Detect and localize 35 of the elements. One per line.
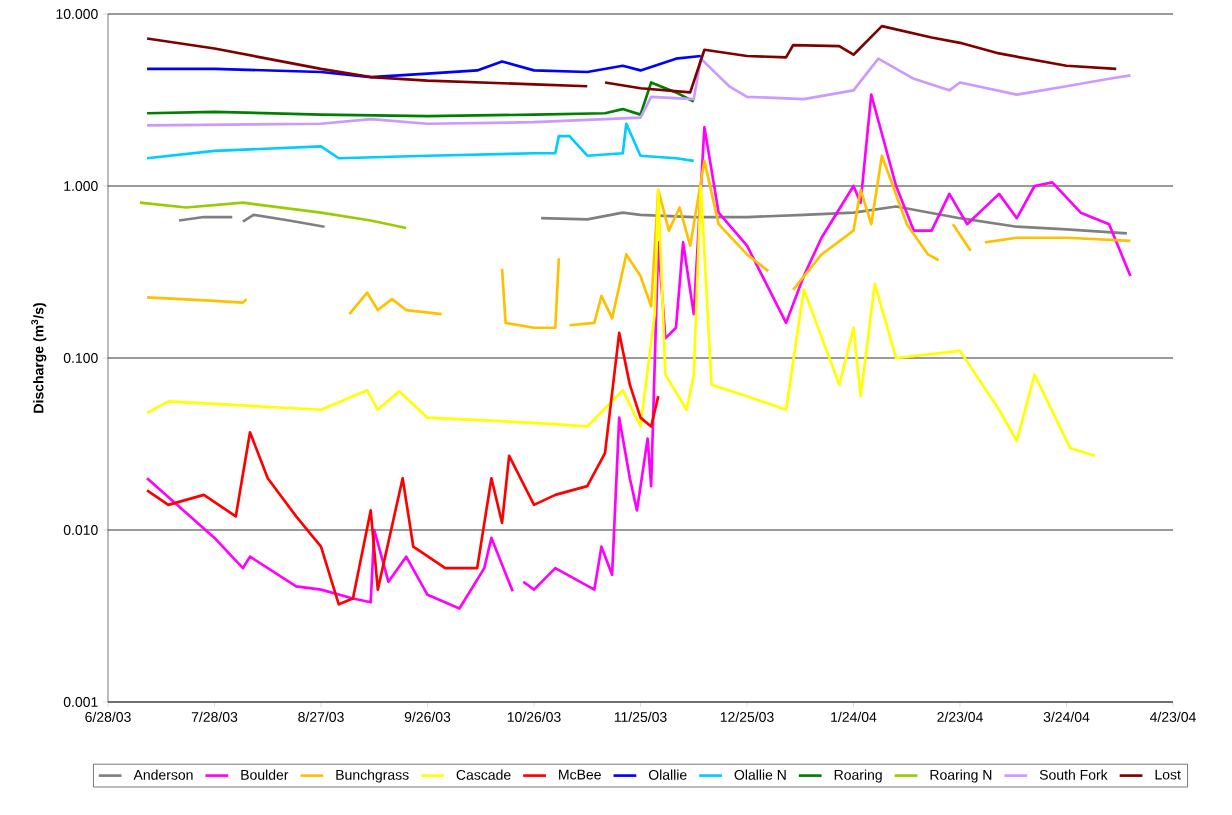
legend-label: McBee xyxy=(559,769,601,780)
legend-label: Lost xyxy=(1155,769,1181,780)
x-tick-label: 6/28/03 xyxy=(85,711,131,723)
legend-label: Boulder xyxy=(241,769,289,780)
legend-label: South Fork xyxy=(1039,769,1108,780)
line-series xyxy=(145,122,696,163)
x-tick-label: 8/27/03 xyxy=(298,711,344,723)
line-series xyxy=(145,331,660,606)
legend-label: Bunchgrass xyxy=(336,769,409,783)
line-series xyxy=(145,57,1132,127)
x-tick-label: 9/26/03 xyxy=(404,711,451,723)
x-tick-label: 2/23/04 xyxy=(937,711,983,723)
legend-label: Olallie N xyxy=(734,769,786,780)
line-series xyxy=(145,184,1097,458)
y-tick-label: 0.001 xyxy=(63,697,98,707)
y-axis-title: Discharge (m$^{3}$/s) xyxy=(31,303,47,413)
legend-label: Anderson xyxy=(133,769,193,780)
legend-label: Roaring xyxy=(834,769,882,783)
x-tick-label: 1/24/04 xyxy=(831,711,877,723)
x-tick-label: 12/25/03 xyxy=(720,711,774,723)
y-tick-label: 10.000 xyxy=(56,9,98,19)
legend-label: Cascade xyxy=(456,769,511,780)
x-tick-label: 11/25/03 xyxy=(614,711,667,723)
legend-label: Olallie xyxy=(648,769,687,780)
y-tick-label: 1.000 xyxy=(64,181,98,191)
line-series xyxy=(138,201,408,230)
x-tick-label: 7/28/03 xyxy=(191,711,238,723)
x-tick-label: 10/26/03 xyxy=(507,711,561,723)
y-tick-label: 0.010 xyxy=(63,525,98,535)
y-tick-label: 0.100 xyxy=(63,353,98,363)
legend-label: Roaring N xyxy=(930,769,992,783)
line-series xyxy=(145,81,696,118)
x-tick-label: 4/23/04 xyxy=(1149,711,1196,723)
line-series xyxy=(145,54,703,79)
x-tick-label: 3/24/04 xyxy=(1043,711,1090,723)
